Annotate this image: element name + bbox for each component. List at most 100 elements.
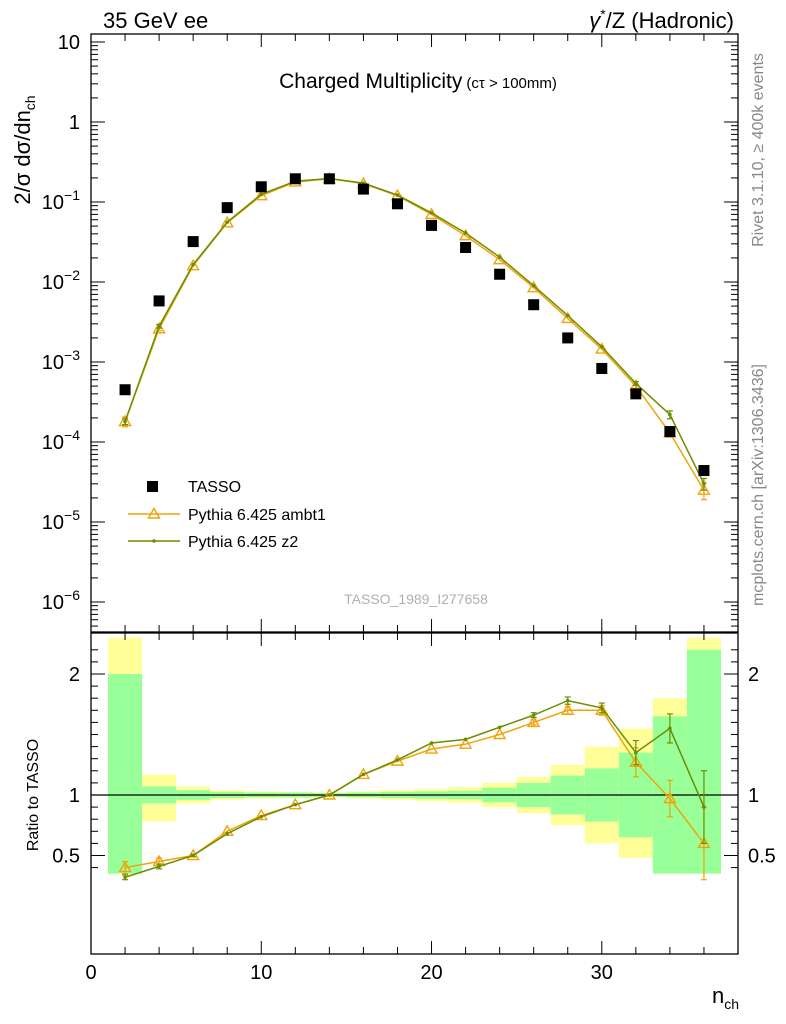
- main-marker-mc2: [259, 192, 264, 197]
- data-point: [596, 362, 608, 374]
- rivet-label: Rivet 3.1.10, ≥ 400k events: [750, 53, 767, 247]
- ratio-tick-label-left: 1: [69, 785, 80, 807]
- mcplots-label: mcplots.cern.ch [arXiv:1306.3436]: [750, 364, 767, 606]
- data-point: [494, 268, 506, 280]
- x-tick-label: 0: [85, 962, 96, 984]
- ratio-marker-mc2: [293, 802, 298, 807]
- ratio-marker-mc2: [157, 864, 161, 869]
- ratio-line-2: [124, 699, 705, 878]
- main-marker-mc2: [191, 262, 195, 267]
- data-point: [391, 198, 403, 210]
- legend-marker-data: [147, 481, 158, 492]
- data-point: [255, 181, 267, 193]
- legend-label-mc1: Pythia 6.425 ambt1: [188, 507, 326, 524]
- main-line-2: [124, 177, 705, 485]
- ratio-marker-mc2: [361, 772, 366, 777]
- ratio-marker-mc1: [697, 836, 711, 849]
- ratio-marker-mc2: [259, 814, 264, 819]
- ratio-marker-mc1: [663, 791, 677, 804]
- ratio-marker-mc1: [595, 703, 609, 715]
- ratio-frame: [90, 632, 739, 955]
- ratio-marker-mc1: [322, 788, 337, 800]
- ratio-marker-mc2: [531, 713, 536, 717]
- analysis-watermark: TASSO_1989_I277658: [344, 591, 488, 607]
- main-frame: [90, 33, 739, 633]
- main-marker-mc2: [531, 283, 536, 288]
- ratio-marker-mc2: [429, 741, 434, 745]
- legend: TASSO Pythia 6.425 ambt1 Pythia 6.425 z2: [128, 479, 326, 551]
- data-point: [187, 236, 199, 248]
- y-tick-label: 10−4: [42, 427, 80, 454]
- band-inner-bin: [108, 674, 143, 874]
- main-marker-mc2: [123, 419, 127, 424]
- header-left: 35 GeV ee: [103, 8, 208, 33]
- data-point: [289, 173, 301, 185]
- main-marker-mc2: [157, 324, 161, 329]
- ratio-marker-mc2: [123, 875, 127, 880]
- y-tick-label: 1: [69, 112, 80, 134]
- main-marker-mc2: [634, 381, 638, 386]
- x-tick-label: 10: [250, 962, 272, 984]
- ratio-marker-mc1: [561, 703, 575, 715]
- legend-marker-mc1: [147, 507, 161, 519]
- y-tick-label: 10−1: [42, 187, 80, 214]
- main-marker-mc1: [526, 280, 541, 293]
- ratio-tick-label-right: 2: [748, 664, 759, 686]
- data-point: [426, 219, 438, 231]
- main-series: [118, 171, 711, 501]
- main-marker-mc1: [595, 342, 609, 354]
- axes: 0 10 20 30 10−6 10−5 10−4 10−3 10−2 10−1 1 10 0.5 0.5…: [42, 32, 776, 984]
- main-marker-mc2: [497, 255, 502, 259]
- main-marker-mc2: [395, 193, 400, 197]
- data-point: [221, 202, 233, 214]
- ratio-series: [118, 696, 711, 881]
- main-marker-mc1: [186, 258, 200, 271]
- ratio-marker-mc1: [254, 808, 268, 821]
- main-marker-mc2: [702, 482, 706, 486]
- main-marker-mc2: [565, 313, 570, 318]
- ratio-marker-mc2: [463, 737, 468, 742]
- ratio-marker-mc2: [191, 853, 195, 858]
- legend-label-mc2: Pythia 6.425 z2: [188, 534, 298, 551]
- ratio-marker-mc2: [599, 706, 604, 710]
- main-marker-mc1: [118, 414, 132, 427]
- main-marker-mc2: [429, 211, 434, 215]
- y-tick-label: 10−2: [42, 267, 80, 294]
- data-point: [323, 173, 335, 185]
- ratio-marker-mc1: [424, 742, 439, 754]
- y-tick-label: 10−6: [42, 587, 80, 614]
- ratio-marker-mc1: [118, 860, 132, 873]
- main-marker-mc1: [697, 483, 711, 495]
- x-tick-label: 20: [420, 962, 442, 984]
- data-point: [357, 183, 369, 195]
- main-marker-mc1: [254, 188, 268, 201]
- y-tick-label: 10−3: [42, 347, 80, 374]
- data-point: [664, 426, 676, 438]
- ratio-tick-label-left: 0.5: [52, 846, 80, 868]
- ratio-marker-mc1: [492, 727, 507, 740]
- y-tick-label: 10: [58, 32, 80, 54]
- ratio-marker-mc2: [565, 698, 570, 703]
- main-ylabel: 2/σ dσ/dnch: [10, 95, 38, 204]
- main-marker-mc1: [220, 215, 234, 228]
- ratio-tick-label-left: 2: [69, 664, 80, 686]
- ratio-marker-mc2: [327, 793, 332, 797]
- ratio-marker-mc2: [497, 725, 502, 730]
- ratio-marker-mc2: [225, 831, 230, 836]
- x-tick-label: 30: [591, 962, 613, 984]
- ratio-marker-mc2: [668, 726, 672, 731]
- ratio-marker-mc2: [634, 750, 638, 755]
- data-point: [528, 299, 540, 311]
- header-right: γ*/Z (Hadronic): [589, 6, 734, 33]
- plot-title: Charged Multiplicity (cτ > 100mm): [279, 70, 557, 93]
- ratio-marker-mc2: [395, 758, 400, 762]
- ratio-tick-label-right: 1: [748, 785, 759, 807]
- data-point: [698, 465, 710, 477]
- main-marker-mc2: [599, 344, 604, 349]
- main-line-1: [124, 178, 705, 491]
- data-point: [562, 332, 574, 344]
- main-marker-mc2: [225, 220, 230, 224]
- y-tick-label: 10−5: [42, 507, 80, 534]
- data-point: [119, 384, 131, 396]
